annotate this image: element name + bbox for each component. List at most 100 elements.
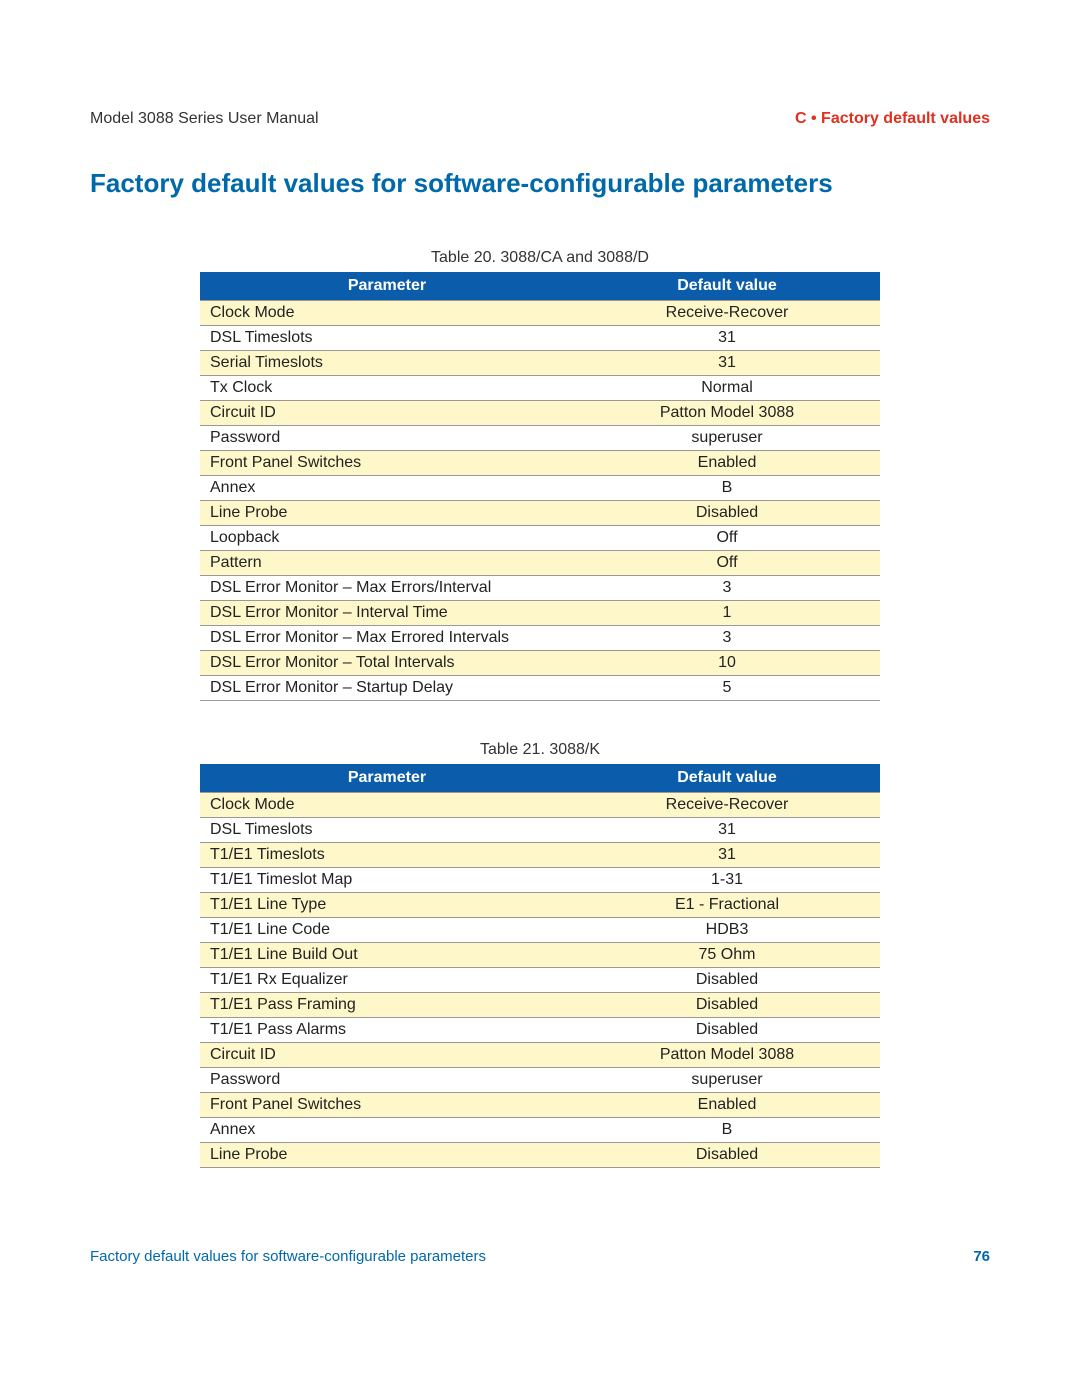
value-cell: 31	[574, 326, 880, 351]
parameter-cell: Password	[200, 1068, 574, 1093]
value-cell: Disabled	[574, 993, 880, 1018]
parameter-cell: T1/E1 Line Build Out	[200, 943, 574, 968]
table-row: AnnexB	[200, 1118, 880, 1143]
parameter-cell: Clock Mode	[200, 301, 574, 326]
table-row: Line ProbeDisabled	[200, 501, 880, 526]
table-row: Front Panel SwitchesEnabled	[200, 1093, 880, 1118]
parameter-cell: Tx Clock	[200, 376, 574, 401]
value-cell: HDB3	[574, 918, 880, 943]
value-cell: 31	[574, 843, 880, 868]
page-content: Model 3088 Series User Manual C • Factor…	[0, 0, 1080, 1325]
value-cell: Enabled	[574, 451, 880, 476]
main-heading: Factory default values for software-conf…	[90, 168, 990, 199]
table2-col0: Parameter	[200, 764, 574, 793]
parameter-cell: Clock Mode	[200, 793, 574, 818]
parameter-cell: DSL Error Monitor – Startup Delay	[200, 676, 574, 701]
value-cell: 31	[574, 351, 880, 376]
parameter-cell: Circuit ID	[200, 401, 574, 426]
value-cell: 31	[574, 818, 880, 843]
table-row: Clock ModeReceive-Recover	[200, 301, 880, 326]
table-row: DSL Error Monitor – Total Intervals10	[200, 651, 880, 676]
table-row: AnnexB	[200, 476, 880, 501]
value-cell: 3	[574, 626, 880, 651]
table-row: Passwordsuperuser	[200, 426, 880, 451]
value-cell: Patton Model 3088	[574, 401, 880, 426]
parameter-cell: Password	[200, 426, 574, 451]
parameter-cell: DSL Error Monitor – Interval Time	[200, 601, 574, 626]
parameter-cell: T1/E1 Line Code	[200, 918, 574, 943]
table-row: T1/E1 Timeslots31	[200, 843, 880, 868]
table-row: T1/E1 Line TypeE1 - Fractional	[200, 893, 880, 918]
table-row: T1/E1 Line CodeHDB3	[200, 918, 880, 943]
table-row: Circuit IDPatton Model 3088	[200, 1043, 880, 1068]
parameter-cell: DSL Error Monitor – Max Errors/Interval	[200, 576, 574, 601]
table-row: T1/E1 Pass FramingDisabled	[200, 993, 880, 1018]
value-cell: E1 - Fractional	[574, 893, 880, 918]
footer-right-text: 76	[973, 1248, 990, 1265]
parameter-cell: Circuit ID	[200, 1043, 574, 1068]
page-footer: Factory default values for software-conf…	[90, 1248, 990, 1265]
table-row: T1/E1 Pass AlarmsDisabled	[200, 1018, 880, 1043]
parameter-cell: Annex	[200, 1118, 574, 1143]
table1-col1: Default value	[574, 272, 880, 301]
value-cell: Receive-Recover	[574, 793, 880, 818]
table-row: LoopbackOff	[200, 526, 880, 551]
table-row: DSL Timeslots31	[200, 818, 880, 843]
footer-left-text: Factory default values for software-conf…	[90, 1248, 486, 1265]
parameter-cell: DSL Timeslots	[200, 818, 574, 843]
parameter-cell: Front Panel Switches	[200, 451, 574, 476]
table-row: DSL Error Monitor – Max Errors/Interval3	[200, 576, 880, 601]
parameter-cell: Annex	[200, 476, 574, 501]
value-cell: Disabled	[574, 968, 880, 993]
value-cell: Receive-Recover	[574, 301, 880, 326]
value-cell: superuser	[574, 426, 880, 451]
parameter-cell: T1/E1 Timeslot Map	[200, 868, 574, 893]
table-row: PatternOff	[200, 551, 880, 576]
parameter-cell: T1/E1 Line Type	[200, 893, 574, 918]
table-row: T1/E1 Rx EqualizerDisabled	[200, 968, 880, 993]
page-header: Model 3088 Series User Manual C • Factor…	[90, 110, 990, 128]
value-cell: Off	[574, 526, 880, 551]
parameter-cell: T1/E1 Pass Alarms	[200, 1018, 574, 1043]
table-row: Serial Timeslots31	[200, 351, 880, 376]
value-cell: 5	[574, 676, 880, 701]
table-row: Line ProbeDisabled	[200, 1143, 880, 1168]
table-row: Circuit IDPatton Model 3088	[200, 401, 880, 426]
parameter-cell: Loopback	[200, 526, 574, 551]
value-cell: 1	[574, 601, 880, 626]
parameter-cell: Line Probe	[200, 501, 574, 526]
table1-caption: Table 20. 3088/CA and 3088/D	[90, 249, 990, 267]
value-cell: 75 Ohm	[574, 943, 880, 968]
value-cell: B	[574, 476, 880, 501]
table-row: DSL Error Monitor – Max Errored Interval…	[200, 626, 880, 651]
value-cell: 10	[574, 651, 880, 676]
parameter-cell: Pattern	[200, 551, 574, 576]
table-row: Clock ModeReceive-Recover	[200, 793, 880, 818]
table-row: DSL Timeslots31	[200, 326, 880, 351]
header-left-text: Model 3088 Series User Manual	[90, 110, 319, 128]
table1-header-row: Parameter Default value	[200, 272, 880, 301]
parameter-cell: T1/E1 Rx Equalizer	[200, 968, 574, 993]
table-row: Passwordsuperuser	[200, 1068, 880, 1093]
parameter-cell: DSL Error Monitor – Max Errored Interval…	[200, 626, 574, 651]
value-cell: Disabled	[574, 1018, 880, 1043]
table-row: DSL Error Monitor – Startup Delay5	[200, 676, 880, 701]
parameter-cell: DSL Error Monitor – Total Intervals	[200, 651, 574, 676]
parameter-cell: Line Probe	[200, 1143, 574, 1168]
table2-header-row: Parameter Default value	[200, 764, 880, 793]
value-cell: Off	[574, 551, 880, 576]
table1-col0: Parameter	[200, 272, 574, 301]
parameter-cell: T1/E1 Pass Framing	[200, 993, 574, 1018]
value-cell: 1-31	[574, 868, 880, 893]
table-row: T1/E1 Timeslot Map1-31	[200, 868, 880, 893]
table-row: T1/E1 Line Build Out75 Ohm	[200, 943, 880, 968]
table2-col1: Default value	[574, 764, 880, 793]
parameter-cell: Front Panel Switches	[200, 1093, 574, 1118]
value-cell: Normal	[574, 376, 880, 401]
header-right-text: C • Factory default values	[795, 110, 990, 128]
table1: Parameter Default value Clock ModeReceiv…	[200, 272, 880, 701]
value-cell: Disabled	[574, 1143, 880, 1168]
parameter-cell: T1/E1 Timeslots	[200, 843, 574, 868]
value-cell: superuser	[574, 1068, 880, 1093]
table-row: DSL Error Monitor – Interval Time1	[200, 601, 880, 626]
